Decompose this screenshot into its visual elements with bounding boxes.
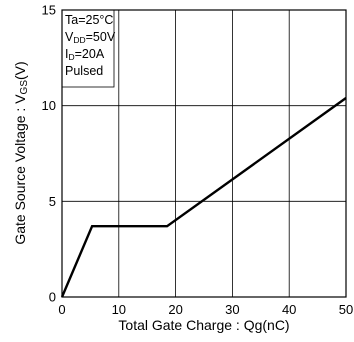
conditions-box: Ta=25°C VDD=50V ID=20A Pulsed <box>61 9 116 88</box>
x-tick-label: 10 <box>112 302 126 317</box>
x-tick-label: 50 <box>339 302 353 317</box>
y-tick-label: 10 <box>42 98 56 113</box>
plot-frame <box>61 9 347 298</box>
x-tick-label: 20 <box>168 302 182 317</box>
condition-line: ID=20A <box>65 47 105 62</box>
series-layer <box>60 97 347 298</box>
condition-line: Ta=25°C <box>65 13 113 27</box>
y-tick-label: 15 <box>42 3 56 18</box>
x-tick-label: 40 <box>282 302 296 317</box>
x-tick-label: 30 <box>225 302 239 317</box>
conditions-frame <box>61 9 115 88</box>
y-tick-label: 0 <box>49 290 56 305</box>
condition-line: VDD=50V <box>65 30 116 45</box>
y-axis-label: Gate Source Voltage : VGS(V) <box>12 61 30 244</box>
series-line <box>60 97 347 298</box>
x-axis-label: Total Gate Charge : Qg(nC) <box>118 317 289 333</box>
tick-labels: 0 10 20 30 40 50 0 5 10 15 <box>42 3 354 318</box>
grid-lines <box>62 10 346 297</box>
x-tick-label: 0 <box>58 302 65 317</box>
y-tick-label: 5 <box>49 194 56 209</box>
condition-line: Pulsed <box>65 64 103 78</box>
